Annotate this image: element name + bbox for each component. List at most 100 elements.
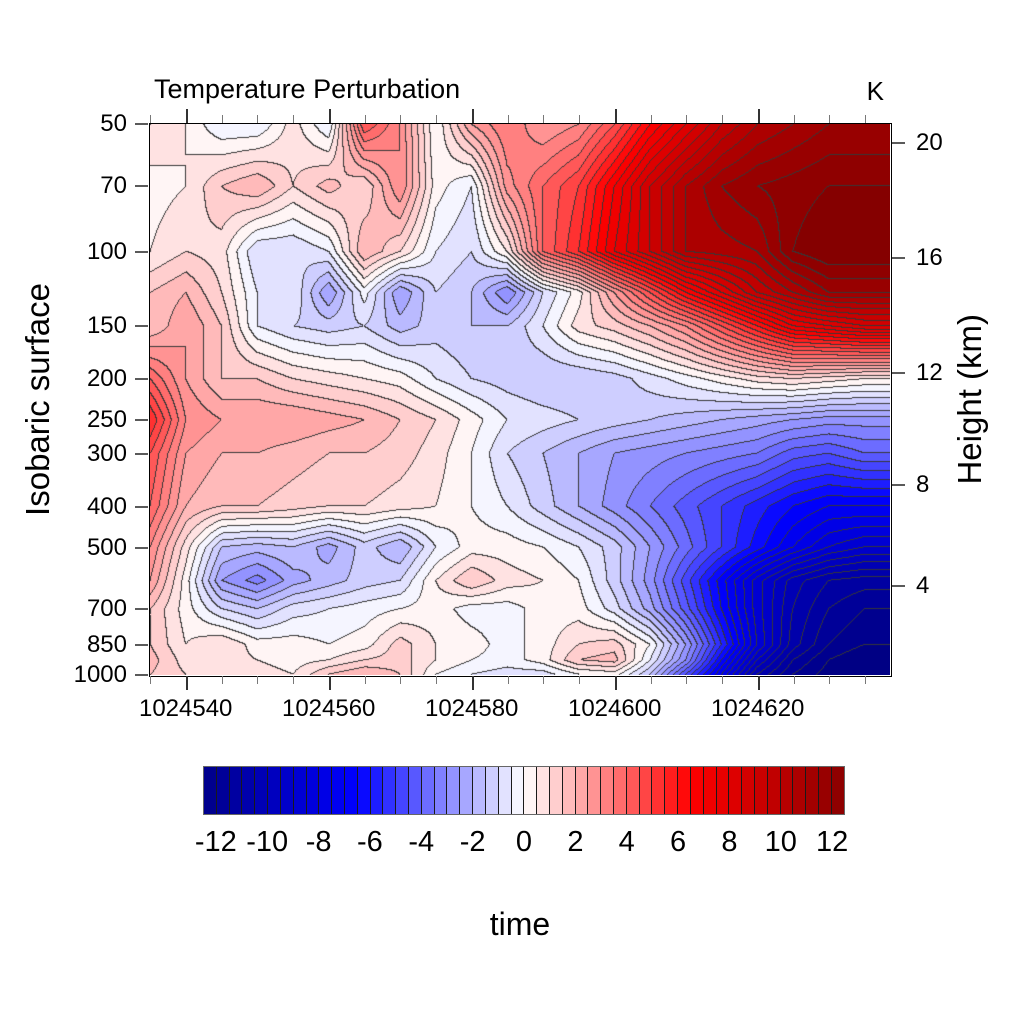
left-axis-label-text: Isobaric surface xyxy=(19,283,56,516)
x-tick-major xyxy=(185,676,188,690)
y-tick-right-label: 8 xyxy=(916,471,930,499)
y-tick-left xyxy=(135,325,148,328)
colorbar-cell xyxy=(421,767,435,814)
y-tick-left xyxy=(135,608,148,611)
y-tick-right-label: 4 xyxy=(916,572,930,600)
colorbar-tick-label: -6 xyxy=(356,826,383,858)
x-tick-label: 1024540 xyxy=(138,695,233,722)
colorbar-cell xyxy=(396,767,409,814)
x-tick-label: 1024600 xyxy=(567,695,662,722)
colorbar xyxy=(203,766,845,815)
colorbar-cell xyxy=(754,767,768,814)
y-tick-left-label: 700 xyxy=(86,595,127,623)
contour-plot-canvas xyxy=(150,124,890,675)
x-axis-label: time xyxy=(489,906,551,942)
colorbar-cell xyxy=(383,767,397,814)
y-tick-right-label: 16 xyxy=(916,243,943,271)
colorbar-cell xyxy=(229,767,243,814)
y-tick-right-label: 12 xyxy=(916,359,943,387)
colorbar-tick-label: -2 xyxy=(459,826,486,858)
x-tick-major xyxy=(471,109,474,123)
colorbar-cell xyxy=(819,767,832,814)
x-tick-minor xyxy=(221,676,223,684)
colorbar-cell xyxy=(742,767,755,814)
x-tick-minor xyxy=(793,676,795,684)
colorbar-tick-label: -10 xyxy=(246,826,289,858)
x-tick-minor xyxy=(829,676,831,684)
y-tick-left xyxy=(135,674,148,676)
x-tick-minor xyxy=(364,676,366,684)
colorbar-cell xyxy=(665,767,679,814)
colorbar-cell xyxy=(498,767,512,814)
x-tick-minor xyxy=(579,115,580,123)
y-tick-left xyxy=(135,546,148,549)
x-tick-minor xyxy=(722,676,723,684)
y-tick-left-label: 850 xyxy=(86,631,127,659)
colorbar-cell xyxy=(831,767,844,814)
y-tick-left xyxy=(135,644,148,647)
y-tick-left-label: 50 xyxy=(100,110,127,137)
y-tick-left-label: 200 xyxy=(86,365,127,392)
x-tick-major xyxy=(614,676,617,690)
colorbar-cell xyxy=(370,767,384,814)
colorbar-cell xyxy=(319,767,333,814)
colorbar-tick-label: 6 xyxy=(670,826,687,858)
x-tick-major xyxy=(328,109,331,123)
y-tick-left-label: 1000 xyxy=(73,661,127,688)
y-tick-right xyxy=(892,484,905,487)
y-tick-left xyxy=(135,505,148,508)
colorbar-cell xyxy=(280,767,294,814)
x-tick-minor xyxy=(293,676,294,684)
x-tick-minor xyxy=(400,676,402,684)
x-tick-major xyxy=(328,676,331,690)
x-tick-minor xyxy=(436,115,437,123)
x-tick-minor xyxy=(865,115,866,123)
colorbar-cell xyxy=(473,767,486,814)
colorbar-cell xyxy=(293,767,307,814)
colorbar-cell xyxy=(268,767,281,814)
colorbar-cell xyxy=(601,767,614,814)
colorbar-cell xyxy=(524,767,538,814)
colorbar-cell xyxy=(204,767,217,814)
y-tick-left-label: 250 xyxy=(86,406,127,433)
y-tick-right-label: 20 xyxy=(916,128,943,156)
colorbar-tick-label: -8 xyxy=(305,826,332,858)
x-tick-minor xyxy=(150,115,151,123)
colorbar-cell xyxy=(780,767,794,814)
colorbar-cell xyxy=(255,767,269,814)
colorbar-cell xyxy=(357,767,371,814)
colorbar-cell xyxy=(485,767,499,814)
colorbar-cell xyxy=(242,767,256,814)
colorbar-cell xyxy=(767,767,781,814)
y-tick-left-label: 150 xyxy=(86,312,127,340)
colorbar-cell xyxy=(639,767,653,814)
right-axis-label-text: Height (km) xyxy=(951,314,988,485)
colorbar-cell xyxy=(588,767,602,814)
colorbar-cell xyxy=(434,767,448,814)
y-tick-left xyxy=(135,378,148,380)
x-tick-major xyxy=(757,109,760,123)
y-tick-left xyxy=(135,452,148,455)
colorbar-cell xyxy=(626,767,640,814)
x-tick-minor xyxy=(257,115,259,123)
x-tick-minor xyxy=(579,676,580,684)
x-tick-minor xyxy=(364,115,366,123)
x-tick-major xyxy=(757,676,760,690)
colorbar-cell xyxy=(332,767,345,814)
y-tick-left-label: 500 xyxy=(86,533,127,561)
colorbar-tick-label: 10 xyxy=(764,826,797,858)
x-tick-minor xyxy=(436,676,437,684)
colorbar-cell xyxy=(216,767,230,814)
colorbar-cell xyxy=(409,767,422,814)
right-axis-label: Height (km) xyxy=(948,124,992,675)
y-tick-left-label: 400 xyxy=(86,492,127,520)
x-tick-minor xyxy=(150,676,151,684)
colorbar-cell xyxy=(729,767,743,814)
x-tick-minor xyxy=(865,676,866,684)
y-tick-right xyxy=(892,141,905,144)
colorbar-cell xyxy=(716,767,730,814)
colorbar-tick-label: 12 xyxy=(816,826,849,858)
units-label: K xyxy=(866,76,884,106)
x-tick-minor xyxy=(507,115,509,123)
